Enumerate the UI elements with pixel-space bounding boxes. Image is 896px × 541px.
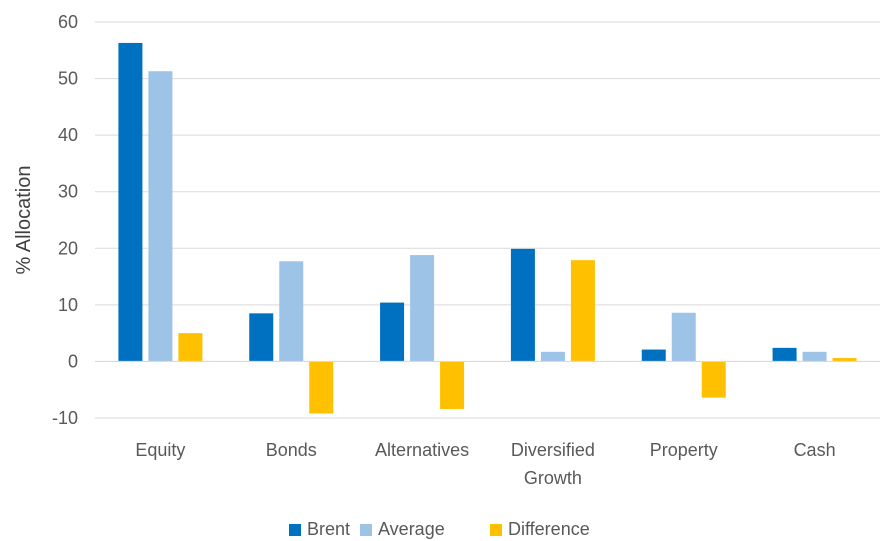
- bar-difference-3: [570, 260, 595, 362]
- bar-brent-5: [772, 347, 797, 362]
- x-tick-label: Alternatives: [375, 440, 469, 460]
- y-tick-label: 50: [58, 69, 78, 89]
- legend-swatch-average: [360, 524, 372, 536]
- legend-label-difference: Difference: [508, 519, 590, 539]
- bar-brent-0: [118, 42, 143, 362]
- bars: [118, 42, 857, 414]
- x-tick-label: Bonds: [266, 440, 317, 460]
- y-tick-label: 20: [58, 238, 78, 258]
- y-tick-label: -10: [52, 408, 78, 428]
- bar-difference-4: [701, 361, 726, 398]
- bar-average-0: [148, 71, 173, 362]
- x-axis-ticks: Equity Bonds Alternatives Diversified Growth…: [135, 440, 835, 488]
- y-axis-ticks: -10 0 10 20 30 40 50 60: [52, 12, 78, 428]
- bar-brent-4: [641, 349, 666, 362]
- bar-brent-2: [380, 302, 405, 362]
- bar-average-1: [279, 261, 304, 362]
- bar-brent-1: [249, 313, 274, 362]
- x-tick-label: Property: [650, 440, 718, 460]
- x-tick-label: Equity: [135, 440, 185, 460]
- bar-brent-3: [510, 248, 535, 362]
- x-tick-label: Growth: [524, 468, 582, 488]
- bar-average-4: [671, 312, 696, 362]
- gridlines: [95, 21, 880, 419]
- y-tick-label: 0: [68, 351, 78, 371]
- bar-difference-2: [440, 361, 465, 409]
- bar-difference-0: [178, 333, 203, 362]
- y-axis-label: % Allocation: [13, 166, 35, 275]
- y-tick-label: 10: [58, 295, 78, 315]
- legend: Brent Average Difference: [289, 519, 590, 539]
- x-tick-label: Cash: [794, 440, 836, 460]
- legend-label-brent: Brent: [307, 519, 350, 539]
- x-tick-label: Diversified: [511, 440, 595, 460]
- y-tick-label: 30: [58, 182, 78, 202]
- legend-swatch-difference: [490, 524, 502, 536]
- bar-average-5: [802, 351, 827, 362]
- bar-average-2: [410, 255, 435, 362]
- legend-label-average: Average: [378, 519, 445, 539]
- y-tick-label: 60: [58, 12, 78, 32]
- legend-swatch-brent: [289, 524, 301, 536]
- bar-difference-1: [309, 361, 334, 414]
- bar-difference-5: [832, 358, 857, 362]
- y-tick-label: 40: [58, 125, 78, 145]
- bar-average-3: [540, 351, 565, 362]
